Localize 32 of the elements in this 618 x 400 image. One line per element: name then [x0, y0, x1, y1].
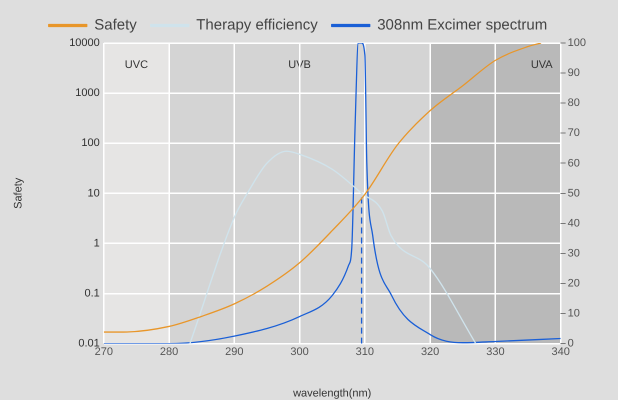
y2-tick-label: 10: [568, 308, 580, 320]
y-tick-label: 1000: [75, 87, 100, 100]
y2-tick-label: 20: [568, 278, 580, 290]
band-label: UVC: [124, 59, 148, 72]
legend-label: Therapy efficiency: [196, 16, 318, 34]
y2-tick-label: 50: [568, 187, 580, 200]
y2-tick-label: 60: [568, 157, 580, 170]
x-tick-label: 270: [94, 346, 113, 358]
line-series: [189, 150, 476, 344]
x-tick-label: 310: [356, 346, 374, 358]
y2-tick-label: 30: [568, 247, 580, 260]
y-tick-label: 1: [94, 237, 100, 250]
x-tick-label: 300: [290, 346, 309, 358]
x-tick-label: 290: [225, 346, 244, 358]
legend-label: Safety: [94, 16, 138, 34]
y2-tick-label: 40: [568, 217, 580, 230]
x-tick-label: 330: [486, 346, 505, 358]
y-tick-label: 100: [81, 137, 100, 150]
x-tick-label: 340: [551, 346, 570, 358]
y-tick-label: 0.1: [84, 288, 100, 300]
x-axis-title: wavelength(nm): [292, 387, 372, 400]
legend-label: 308nm Excimer spectrum: [377, 16, 548, 34]
y2-tick-label: 100: [568, 37, 586, 50]
y-axis-title: Safety: [12, 177, 25, 209]
x-tick-label: 280: [160, 346, 178, 358]
y-tick-label: 10000: [69, 37, 100, 50]
y2-tick-label: 80: [568, 97, 580, 110]
y2-tick-label: 90: [568, 67, 580, 80]
y2-tick-label: 70: [568, 127, 580, 140]
y-tick-label: 10: [88, 187, 100, 200]
band-label: UVA: [530, 59, 554, 72]
x-tick-label: 320: [420, 346, 440, 358]
